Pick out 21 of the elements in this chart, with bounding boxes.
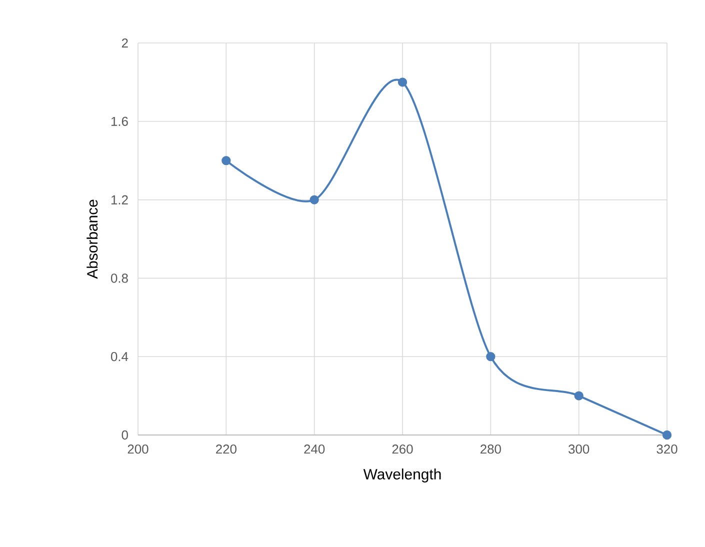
x-axis-title: Wavelength <box>363 468 441 482</box>
y-tick-label: 1.2 <box>111 195 128 204</box>
x-tick-label: 300 <box>568 444 590 454</box>
x-tick-label: 280 <box>480 444 501 454</box>
x-tick-label: 200 <box>128 444 148 454</box>
point <box>574 391 584 400</box>
y-tick-label: 2 <box>122 38 128 48</box>
y-tick-label: 0.8 <box>110 274 128 283</box>
point <box>222 156 231 166</box>
x-tick-label: 260 <box>392 444 413 454</box>
point <box>310 195 319 204</box>
y-tick-label: 1.6 <box>111 116 128 126</box>
y-tick-label: 0.4 <box>110 352 128 362</box>
x-tick-label: 320 <box>656 444 678 454</box>
x-tick-label: 240 <box>304 444 325 454</box>
point <box>662 430 672 440</box>
point <box>398 78 408 87</box>
x-tick-label: 220 <box>216 444 236 454</box>
y-tick-label: 0 <box>122 430 128 440</box>
y-axis-title: Absorbance <box>86 200 98 279</box>
point <box>486 352 496 362</box>
